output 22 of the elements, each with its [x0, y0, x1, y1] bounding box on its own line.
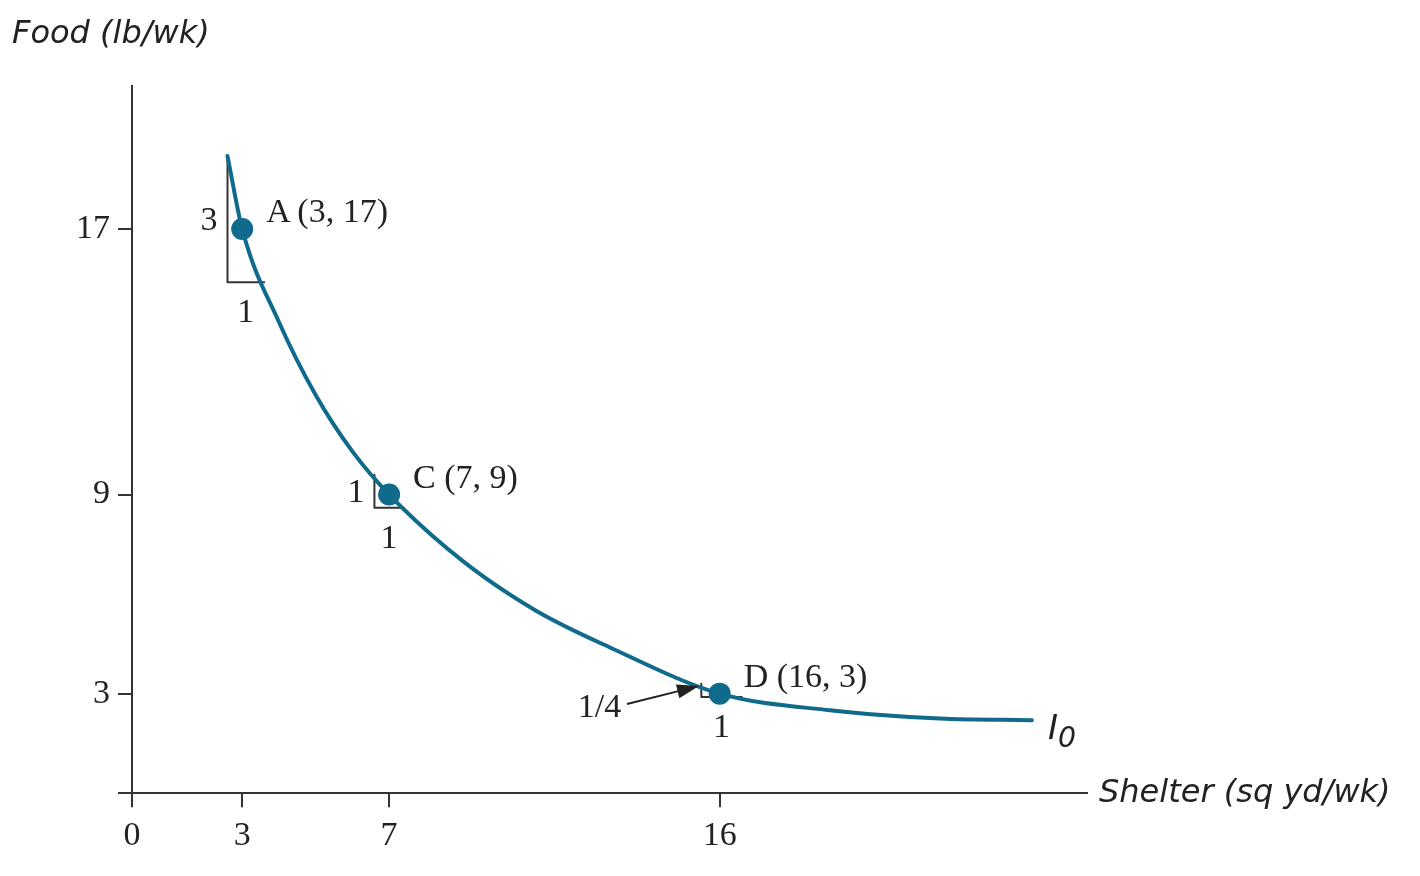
- point: [378, 483, 401, 506]
- y-tick-label: 17: [76, 208, 110, 246]
- x-tick-label: 16: [702, 814, 737, 852]
- annotation: 1: [237, 292, 255, 330]
- annotation: 1/4: [577, 687, 622, 725]
- annotation: 1: [380, 517, 398, 555]
- point: [231, 218, 254, 241]
- annotation: D (16, 3): [743, 656, 868, 694]
- point: [708, 682, 731, 705]
- x-tick-label: 0: [123, 814, 141, 852]
- annotation: 1: [347, 472, 365, 510]
- y-tick-label: 3: [93, 672, 110, 710]
- series-label: I$_{0}$: [1047, 707, 1076, 754]
- annotation: 3: [200, 200, 218, 238]
- y-axis-title: Food (lb/wk): [12, 13, 210, 51]
- y-tick-label: 9: [93, 473, 110, 511]
- annotation: A (3, 17): [266, 192, 389, 230]
- annotation: C (7, 9): [413, 457, 518, 495]
- annotation: 1: [713, 706, 731, 744]
- x-tick-label: 3: [233, 814, 251, 852]
- x-tick-label: 7: [380, 814, 398, 852]
- x-axis-title: Shelter (sq yd/wk): [1099, 772, 1391, 811]
